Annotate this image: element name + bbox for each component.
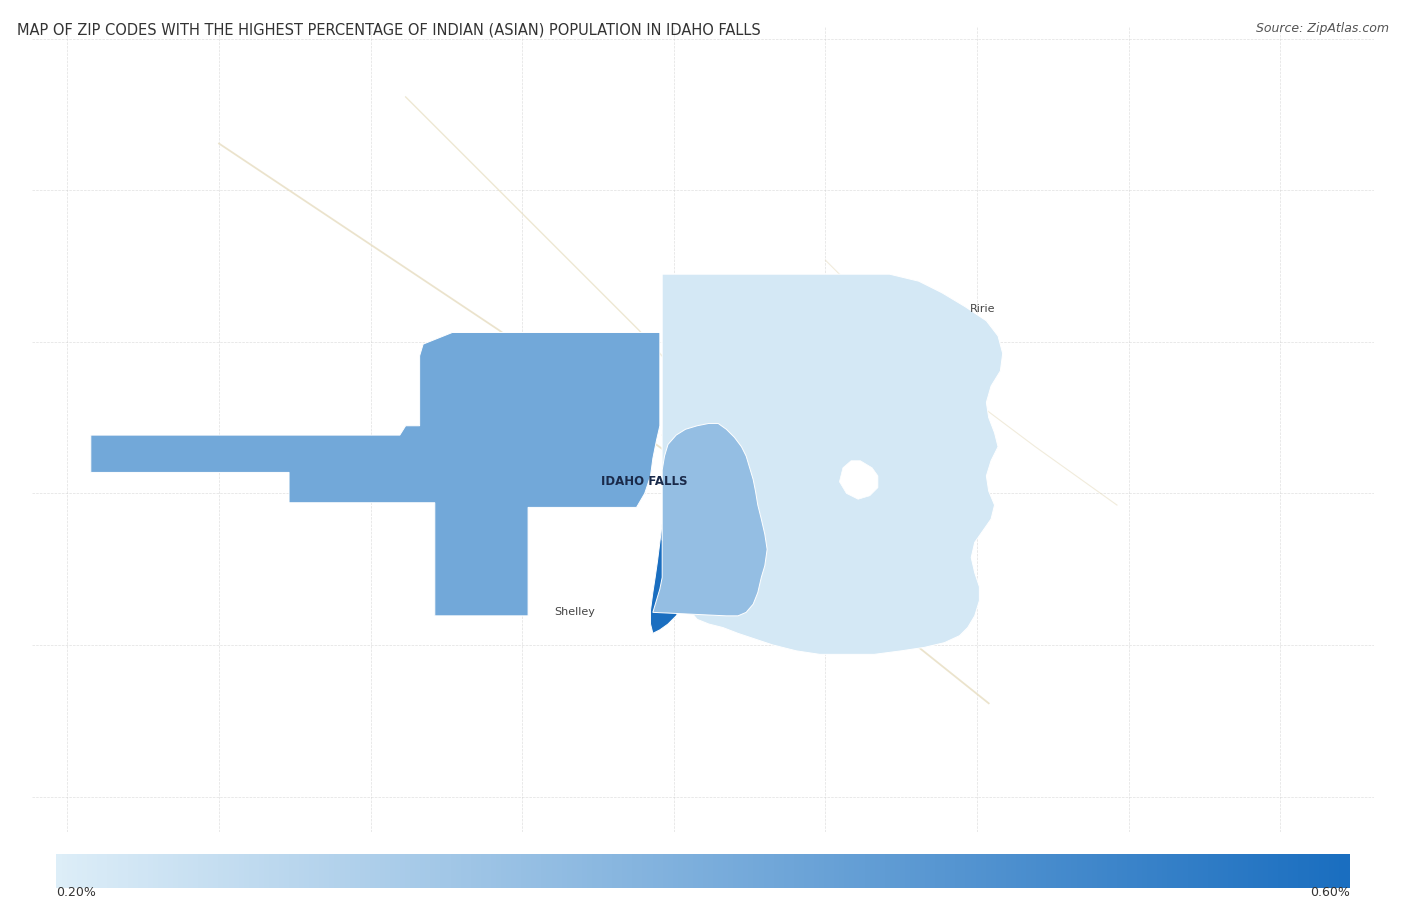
Polygon shape <box>651 429 706 633</box>
Text: IDAHO FALLS: IDAHO FALLS <box>602 476 688 488</box>
Polygon shape <box>91 239 659 616</box>
Polygon shape <box>662 274 1002 654</box>
Text: 0.60%: 0.60% <box>1310 886 1350 899</box>
Text: Shelley: Shelley <box>554 608 595 618</box>
Polygon shape <box>652 423 768 616</box>
Text: Source: ZipAtlas.com: Source: ZipAtlas.com <box>1256 22 1389 35</box>
Text: Ririe: Ririe <box>970 304 995 314</box>
Text: 0.20%: 0.20% <box>56 886 96 899</box>
Text: MAP OF ZIP CODES WITH THE HIGHEST PERCENTAGE OF INDIAN (ASIAN) POPULATION IN IDA: MAP OF ZIP CODES WITH THE HIGHEST PERCEN… <box>17 22 761 38</box>
Polygon shape <box>839 461 877 499</box>
